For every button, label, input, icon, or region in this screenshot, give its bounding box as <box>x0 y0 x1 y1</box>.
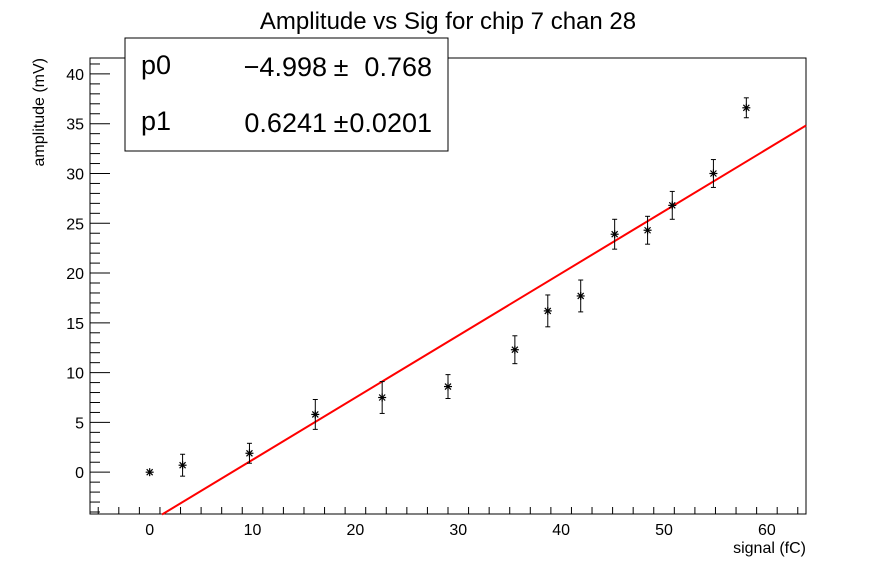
x-axis-label: signal (fC) <box>733 540 806 557</box>
marker-stroke <box>179 461 187 469</box>
x-tick-label: 30 <box>449 522 467 539</box>
marker-stroke <box>611 230 619 238</box>
y-tick-label: 5 <box>75 415 84 432</box>
marker-stroke <box>577 292 585 300</box>
y-tick-label: 35 <box>66 117 84 134</box>
y-tick-label: 25 <box>66 216 84 233</box>
y-tick-label: 0 <box>75 465 84 482</box>
fit-stats-box: p0 −4.998 ± 0.768 p1 0.6241 ± 0.0201 <box>124 37 449 152</box>
marker-stroke <box>511 346 519 354</box>
data-point <box>311 399 320 430</box>
marker-stroke <box>311 411 319 418</box>
stat-p1-error: 0.0201 <box>349 108 432 138</box>
y-axis-label: amplitude (mV) <box>31 58 48 166</box>
axis-tick-labels: 0 10 20 30 40 50 60 0 5 10 15 20 25 30 35 40 <box>66 67 776 539</box>
data-point <box>543 294 552 328</box>
data-point <box>444 374 452 400</box>
x-tick-label: 50 <box>655 522 673 539</box>
stat-p1-name: p1 <box>141 106 171 136</box>
stat-p0-value: −4.998 <box>244 52 327 82</box>
marker-stroke <box>378 394 386 401</box>
x-tick-label: 60 <box>758 522 776 539</box>
marker-stroke <box>146 468 154 476</box>
x-tick-label: 40 <box>552 522 570 539</box>
marker-stroke <box>742 104 750 112</box>
x-tick-label: 0 <box>145 522 154 539</box>
stat-p0-error: 0.768 <box>364 52 432 82</box>
data-point <box>709 159 718 188</box>
data-points <box>145 97 751 477</box>
y-tick-label: 30 <box>66 166 84 183</box>
data-point <box>643 215 652 245</box>
fit-layer <box>161 124 807 516</box>
marker-stroke <box>644 226 651 234</box>
data-point <box>610 218 619 250</box>
data-point <box>178 453 187 477</box>
data-point <box>378 381 387 414</box>
data-point <box>668 190 677 220</box>
y-tick-label: 20 <box>66 266 84 283</box>
data-point <box>576 279 585 313</box>
x-tick-label: 20 <box>347 522 365 539</box>
x-tick-label: 10 <box>244 522 262 539</box>
fit-line <box>161 124 807 516</box>
stat-p1-pm: ± <box>334 108 349 138</box>
chart-title: Amplitude vs Sig for chip 7 chan 28 <box>260 8 636 35</box>
y-tick-label: 15 <box>66 316 84 333</box>
stat-p1-value: 0.6241 <box>244 108 327 138</box>
axis-ticks <box>90 63 799 514</box>
data-point <box>245 442 254 464</box>
y-tick-label: 40 <box>66 67 84 84</box>
marker-stroke <box>709 170 717 177</box>
data-point <box>742 97 751 119</box>
stat-p0-name: p0 <box>141 50 171 80</box>
marker-stroke <box>544 307 552 315</box>
marker-stroke <box>444 383 452 390</box>
stat-p0-pm: ± <box>334 52 349 82</box>
data-point <box>145 468 154 477</box>
data-point <box>510 335 519 365</box>
y-tick-label: 10 <box>66 366 84 383</box>
stats-box-frame <box>124 37 449 152</box>
marker-stroke <box>246 449 253 457</box>
marker-stroke <box>668 201 676 209</box>
